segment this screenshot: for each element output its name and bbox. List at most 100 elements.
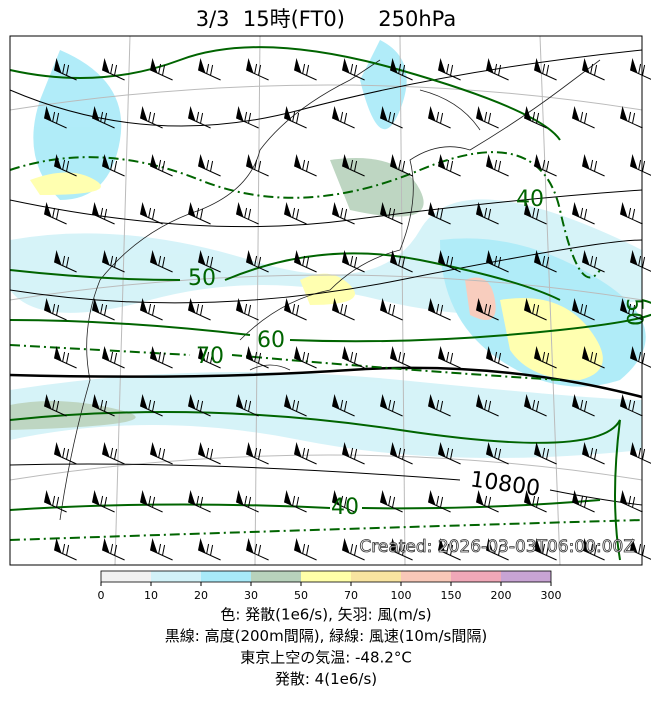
barb-feather <box>56 304 60 316</box>
barb-feather <box>292 111 296 123</box>
wind-barb <box>332 490 355 513</box>
barb-feather <box>254 63 258 75</box>
wind-barb <box>438 58 461 81</box>
barb-flag <box>428 298 436 313</box>
wind-barb <box>630 250 651 272</box>
barb-flag <box>284 490 292 505</box>
barb-flag <box>332 106 340 121</box>
colorbar-segment <box>151 571 201 582</box>
barb-flag <box>150 58 158 73</box>
barb-feather <box>638 447 642 459</box>
barb-feather <box>248 400 252 412</box>
wind-barb <box>246 442 269 465</box>
barb-feather <box>446 159 450 171</box>
barb-feather <box>542 159 546 171</box>
barb-feather <box>110 159 114 171</box>
barb-flag <box>246 250 254 265</box>
wind-barb <box>572 394 595 417</box>
barb-flag <box>476 298 484 313</box>
barb-flag <box>342 538 350 553</box>
wind-barb <box>44 298 67 321</box>
barb-flag <box>534 58 542 73</box>
colorbar-tick-label: 50 <box>294 589 308 602</box>
barb-flag <box>486 154 494 169</box>
barb-feather <box>440 304 444 316</box>
barb-flag <box>198 154 206 169</box>
barb-feather <box>440 112 444 124</box>
barb-feather <box>450 544 454 556</box>
barb-feather <box>594 448 598 460</box>
barb-feather <box>484 207 488 219</box>
barb-feather <box>580 495 584 507</box>
barb-flag <box>380 202 388 217</box>
wind-barb <box>582 346 605 369</box>
barb-feather <box>642 256 646 268</box>
barb-feather <box>158 255 162 267</box>
barb-feather <box>488 112 492 124</box>
wind-barb <box>630 58 651 80</box>
barb-flag <box>630 346 638 361</box>
barb-feather <box>354 448 358 460</box>
barb-feather <box>52 495 56 507</box>
caption-line: 黒線: 高度(200m間隔), 緑線: 風速(10m/s間隔) <box>165 627 487 645</box>
contour-label: 40 <box>331 495 359 520</box>
wind-barb <box>438 538 461 561</box>
barb-flag <box>44 202 52 217</box>
barb-flag <box>572 298 580 313</box>
wind-barb <box>150 538 173 561</box>
barb-feather <box>158 63 162 75</box>
wind-barb <box>342 442 365 465</box>
barb-flag <box>438 346 446 361</box>
barb-feather <box>258 448 262 460</box>
barb-feather <box>340 303 344 315</box>
barb-feather <box>350 159 354 171</box>
wind-barb <box>188 202 211 225</box>
barb-feather <box>344 304 348 316</box>
barb-flag <box>294 538 302 553</box>
barb-feather <box>402 448 406 460</box>
barb-feather <box>446 543 450 555</box>
barb-feather <box>450 352 454 364</box>
barb-feather <box>388 111 392 123</box>
barb-feather <box>642 64 646 76</box>
barb-flag <box>102 250 110 265</box>
barb-flag <box>54 154 62 169</box>
barb-feather <box>152 304 156 316</box>
barb-feather <box>580 399 584 411</box>
barb-feather <box>306 448 310 460</box>
wind-barb <box>198 154 221 177</box>
wind-barb <box>582 154 605 177</box>
wind-barb <box>236 394 259 417</box>
barb-feather <box>254 447 258 459</box>
barb-feather <box>542 447 546 459</box>
wind-barb <box>620 298 643 321</box>
barb-feather <box>484 495 488 507</box>
wind-barb <box>572 202 595 225</box>
barb-flag <box>54 346 62 361</box>
barb-feather <box>306 544 310 556</box>
wind-barb <box>524 202 547 225</box>
barb-feather <box>302 63 306 75</box>
title: 3/3 15時(FT0) 250hPa <box>196 7 457 31</box>
barb-flag <box>524 202 532 217</box>
barb-flag <box>198 58 206 73</box>
barb-feather <box>344 400 348 412</box>
wind-barb <box>476 490 499 513</box>
barb-feather <box>210 448 214 460</box>
barb-feather <box>392 112 396 124</box>
caption-line: 東京上空の気温: -48.2°C <box>240 649 412 667</box>
barb-flag <box>428 202 436 217</box>
barb-feather <box>388 495 392 507</box>
barb-feather <box>398 63 402 75</box>
wind-barb <box>294 58 317 81</box>
barb-flag <box>102 538 110 553</box>
barb-flag <box>524 394 532 409</box>
barb-feather <box>542 543 546 555</box>
barb-flag <box>188 394 196 409</box>
wind-barb <box>476 106 499 129</box>
map-frame <box>9 35 643 566</box>
barb-feather <box>52 303 56 315</box>
barb-flag <box>620 106 628 121</box>
wind-barb <box>198 346 221 369</box>
